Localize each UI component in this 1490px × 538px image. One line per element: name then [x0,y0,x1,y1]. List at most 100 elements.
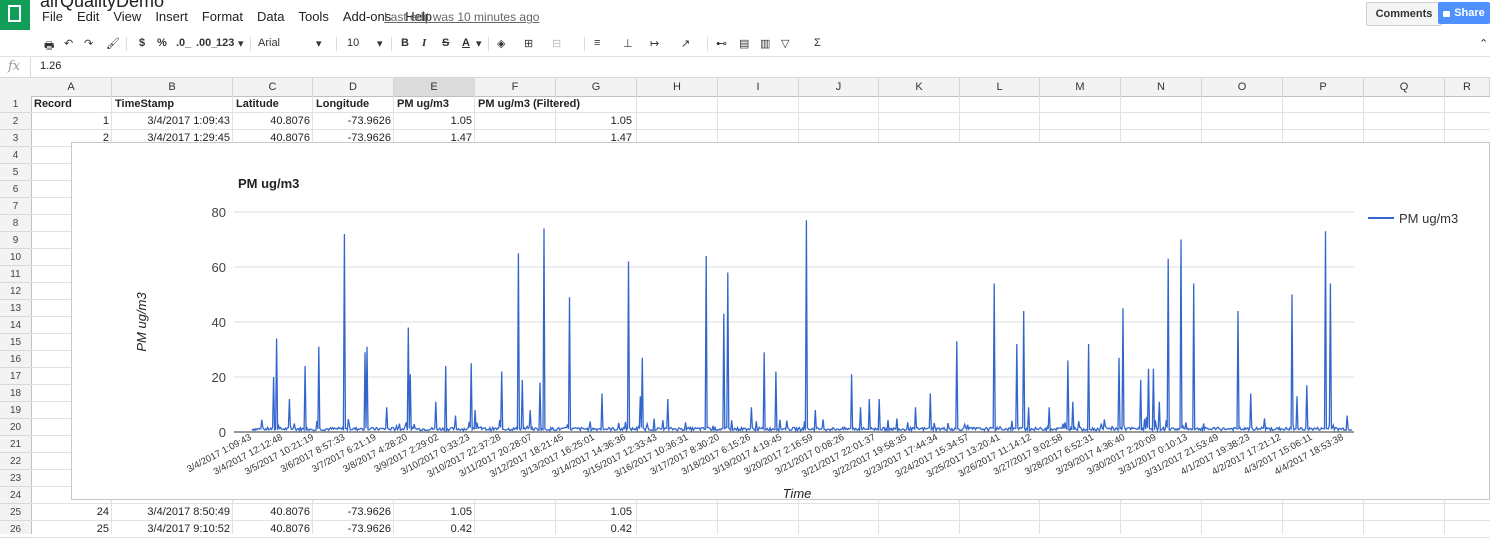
row-header-16[interactable]: 16 [0,351,31,368]
font-size-select[interactable]: 10 [347,37,360,49]
data-cell[interactable]: 40.8076 [270,132,310,144]
row-header-23[interactable]: 23 [0,470,31,487]
menu-item-insert[interactable]: Insert [155,9,188,24]
data-cell[interactable]: 40.8076 [270,115,310,127]
row-header-7[interactable]: 7 [0,198,31,215]
insert-link-icon[interactable]: ⊷ [716,38,727,50]
menu-item-file[interactable]: File [42,9,63,24]
data-cell[interactable]: 1 [102,115,109,127]
column-header-a[interactable]: A [31,78,112,96]
header-cell[interactable]: Longitude [316,98,370,110]
row-header-5[interactable]: 5 [0,164,31,181]
chevron-down-icon[interactable]: ▾ [377,38,383,50]
data-cell[interactable]: 2 [102,132,109,144]
column-header-o[interactable]: O [1202,78,1283,96]
data-cell[interactable]: 3/4/2017 8:50:49 [147,506,230,518]
header-cell[interactable]: Latitude [236,98,279,110]
row-header-15[interactable]: 15 [0,334,31,351]
document-title[interactable]: airQualityDemo [40,0,165,11]
embedded-chart[interactable]: PM ug/m3 0 20 40 60 80 PM ug/m3 Time 3/4/2017 1:… [71,142,1490,500]
column-header-j[interactable]: J [799,78,879,96]
row-header-17[interactable]: 17 [0,368,31,385]
comments-button[interactable]: Comments [1366,2,1442,26]
data-cell[interactable]: 40.8076 [270,523,310,535]
more-formats-button[interactable]: 123 [216,37,235,49]
italic-button[interactable]: I [422,37,427,49]
row-header-20[interactable]: 20 [0,419,31,436]
data-cell[interactable]: -73.9626 [347,523,391,535]
row-header-1[interactable]: 1 [0,96,31,113]
column-header-d[interactable]: D [313,78,394,96]
data-cell[interactable]: 40.8076 [270,506,310,518]
text-color-button[interactable]: A [462,37,470,49]
row-header-19[interactable]: 19 [0,402,31,419]
column-header-c[interactable]: C [233,78,313,96]
row-header-3[interactable]: 3 [0,130,31,147]
bold-button[interactable]: B [401,37,409,49]
row-header-6[interactable]: 6 [0,181,31,198]
data-cell[interactable]: 1.05 [450,115,472,127]
decrease-decimal-button[interactable]: .0_ [176,37,192,49]
merge-cells-icon[interactable]: ⊟ [552,38,562,50]
sheets-logo-icon[interactable] [0,0,30,30]
row-header-18[interactable]: 18 [0,385,31,402]
font-select[interactable]: Arial [258,37,281,49]
header-cell[interactable]: PM ug/m3 (Filtered) [478,98,581,110]
data-cell[interactable]: 1.05 [610,506,632,518]
column-header-f[interactable]: F [475,78,556,96]
row-header-22[interactable]: 22 [0,453,31,470]
functions-button[interactable]: Σ [814,37,821,49]
data-cell[interactable]: 0.42 [450,523,472,535]
column-header-b[interactable]: B [112,78,233,96]
data-cell[interactable]: -73.9626 [347,132,391,144]
insert-chart-icon[interactable]: ▥ [760,38,771,50]
collapse-toolbar-icon[interactable]: ⌃ [1479,38,1489,50]
row-header-8[interactable]: 8 [0,215,31,232]
currency-format-button[interactable]: $ [139,37,146,49]
row-header-4[interactable]: 4 [0,147,31,164]
row-header-25[interactable]: 25 [0,504,31,521]
data-cell[interactable]: 1.47 [450,132,472,144]
formula-input[interactable]: 1.26 [40,60,62,72]
data-cell[interactable]: 3/4/2017 1:09:43 [147,115,230,127]
data-cell[interactable]: 1.05 [450,506,472,518]
text-wrap-icon[interactable]: ↦ [650,38,660,50]
vertical-align-icon[interactable]: ⊥ [623,38,633,50]
header-cell[interactable]: PM ug/m3 [397,98,449,110]
data-cell[interactable]: -73.9626 [347,506,391,518]
row-header-10[interactable]: 10 [0,249,31,266]
column-header-i[interactable]: I [718,78,799,96]
column-header-p[interactable]: P [1283,78,1364,96]
data-cell[interactable]: 3/4/2017 1:29:45 [147,132,230,144]
menu-item-data[interactable]: Data [257,9,285,24]
data-cell[interactable]: 24 [96,506,109,518]
filter-icon[interactable]: ▽ [781,38,790,50]
increase-decimal-button[interactable]: .00_ [196,37,218,49]
column-header-q[interactable]: Q [1364,78,1445,96]
row-header-24[interactable]: 24 [0,487,31,504]
column-header-l[interactable]: L [960,78,1040,96]
column-header-k[interactable]: K [879,78,960,96]
menu-item-edit[interactable]: Edit [76,9,100,24]
column-header-h[interactable]: H [637,78,718,96]
menu-item-view[interactable]: View [113,9,142,24]
row-header-9[interactable]: 9 [0,232,31,249]
data-cell[interactable]: 1.05 [610,115,632,127]
row-header-14[interactable]: 14 [0,317,31,334]
menu-item-tools[interactable]: Tools [298,9,329,24]
percent-format-button[interactable]: % [157,37,167,49]
data-cell[interactable]: 1.47 [610,132,632,144]
fill-color-icon[interactable]: ◈ [497,38,506,50]
redo-icon[interactable]: ↷ [84,38,94,50]
last-edit-link[interactable]: Last edit was 10 minutes ago [384,10,540,24]
insert-comment-icon[interactable]: ▤ [739,38,750,50]
column-header-r[interactable]: R [1445,78,1490,96]
column-header-e[interactable]: E [394,78,475,96]
row-header-12[interactable]: 12 [0,283,31,300]
column-header-m[interactable]: M [1040,78,1121,96]
data-cell[interactable]: 3/4/2017 9:10:52 [147,523,230,535]
print-icon[interactable]: 🖶 [44,40,55,52]
strikethrough-button[interactable]: S [442,37,450,49]
row-header-26[interactable]: 26 [0,521,31,538]
row-header-11[interactable]: 11 [0,266,31,283]
